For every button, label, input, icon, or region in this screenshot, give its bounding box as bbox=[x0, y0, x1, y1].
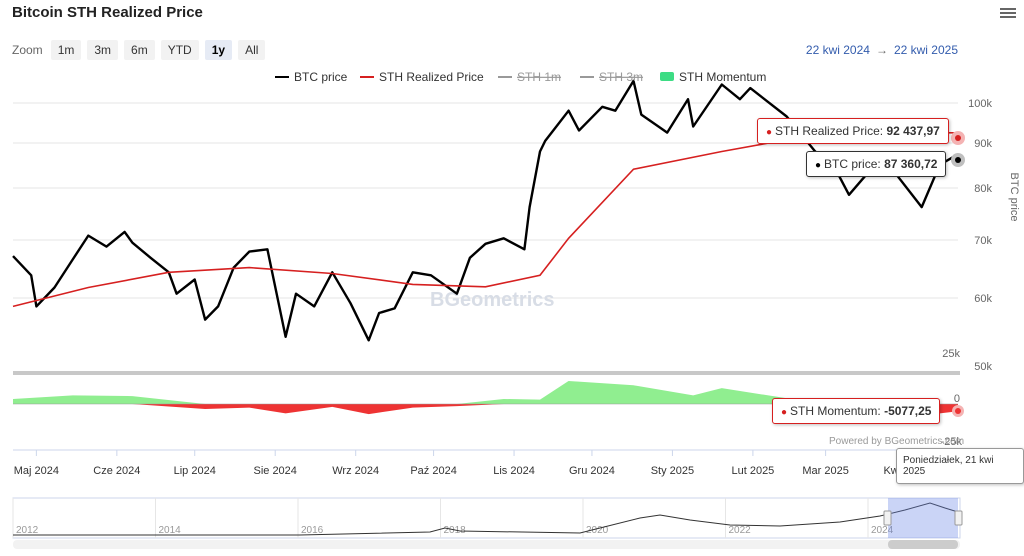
range-from-input[interactable]: 22 kwi 2024 bbox=[805, 43, 870, 57]
scrollbar-track bbox=[13, 540, 960, 549]
legend-item-sth-1m[interactable]: STH 1m bbox=[517, 70, 561, 84]
navigator-year-label: 2012 bbox=[16, 525, 39, 536]
sth-realized-tooltip: ● STH Realized Price: 92 437,97 bbox=[757, 118, 949, 144]
range-to-input[interactable]: 22 kwi 2025 bbox=[893, 43, 958, 57]
y-tick-label: 80k bbox=[974, 183, 992, 195]
momentum-tooltip: ● STH Momentum: -5077,25 bbox=[772, 398, 941, 424]
zoom-1y-button[interactable]: 1y bbox=[204, 40, 233, 60]
momentum-tick-label: 25k bbox=[942, 348, 960, 360]
navigator-year-label: 2022 bbox=[729, 525, 752, 536]
sth-tooltip-label: STH Realized Price: bbox=[775, 124, 884, 138]
zoom-all-button[interactable]: All bbox=[238, 40, 266, 60]
pane-separator bbox=[13, 371, 960, 375]
zoom-label: Zoom bbox=[12, 43, 43, 57]
y-tick-label: 50k bbox=[974, 361, 992, 373]
momentum-tick-label: -25k bbox=[941, 436, 963, 448]
navigator-left-handle[interactable] bbox=[883, 510, 892, 526]
navigator-year-label: 2018 bbox=[444, 525, 467, 536]
x-tick-label: Lut 2025 bbox=[731, 465, 774, 477]
y-axis-title: BTC price bbox=[1008, 173, 1020, 222]
range-arrow: → bbox=[875, 43, 888, 57]
x-tick-label: Mar 2025 bbox=[802, 465, 848, 477]
hamburger-menu-icon[interactable] bbox=[1000, 6, 1016, 20]
btc-price-line bbox=[12, 79, 959, 342]
momentum-tooltip-value: -5077,25 bbox=[884, 404, 932, 418]
x-tick-label: Lip 2024 bbox=[174, 465, 216, 477]
navigator-year-label: 2014 bbox=[159, 525, 182, 536]
navigator-year-label: 2016 bbox=[301, 525, 324, 536]
x-tick-label: Maj 2024 bbox=[14, 465, 59, 477]
chart-title: Bitcoin STH Realized Price bbox=[12, 4, 203, 21]
zoom-3m-button[interactable]: 3m bbox=[87, 40, 119, 60]
navigator-series-line bbox=[13, 502, 959, 536]
navigator-year-label: 2020 bbox=[586, 525, 609, 536]
momentum-negative-area bbox=[13, 404, 958, 415]
x-tick-label: Wrz 2024 bbox=[332, 465, 379, 477]
y-tick-label: 70k bbox=[974, 235, 992, 247]
btc-tooltip-value: 87 360,72 bbox=[884, 157, 938, 171]
zoom-ytd-button[interactable]: YTD bbox=[160, 40, 199, 60]
momentum-hover-point bbox=[955, 408, 961, 414]
zoom-controls: Zoom 1m 3m 6m YTD 1y All bbox=[12, 40, 266, 60]
legend-item-sth-realized-price[interactable]: STH Realized Price bbox=[379, 70, 484, 84]
sth-hover-point bbox=[955, 135, 961, 141]
momentum-tick-label: 0 bbox=[954, 393, 960, 405]
y-tick-label: 90k bbox=[974, 138, 992, 150]
btc-price-tooltip: ● BTC price: 87 360,72 bbox=[806, 151, 947, 177]
momentum-tooltip-label: STH Momentum: bbox=[790, 404, 881, 418]
x-tick-label: Gru 2024 bbox=[569, 465, 615, 477]
legend-marker bbox=[660, 72, 674, 81]
btc-hover-point bbox=[955, 157, 961, 163]
legend-item-sth-momentum[interactable]: STH Momentum bbox=[679, 70, 766, 84]
tooltip-dot-icon: ● bbox=[781, 407, 788, 418]
tooltip-dot-icon: ● bbox=[815, 160, 822, 171]
navigator-selection bbox=[888, 498, 958, 538]
zoom-6m-button[interactable]: 6m bbox=[124, 40, 155, 60]
x-tick-label: Sty 2025 bbox=[651, 465, 694, 477]
navigator-right-handle[interactable] bbox=[954, 510, 963, 526]
legend-item-btc-price[interactable]: BTC price bbox=[294, 70, 348, 84]
legend-item-sth-3m[interactable]: STH 3m bbox=[599, 70, 643, 84]
y-tick-label: 100k bbox=[968, 98, 992, 110]
watermark-text: BGeometrics bbox=[430, 289, 555, 311]
scrollbar-thumb[interactable] bbox=[888, 540, 958, 549]
y-tick-label: 60k bbox=[974, 293, 992, 305]
date-tooltip: Poniedziałek, 21 kwi 2025 bbox=[896, 448, 1024, 484]
btc-tooltip-label: BTC price: bbox=[824, 157, 881, 171]
x-tick-label: Paź 2024 bbox=[410, 465, 456, 477]
navigator-year-label: 2024 bbox=[871, 525, 894, 536]
powered-by[interactable]: Powered by BGeometrics.com bbox=[829, 436, 965, 447]
tooltip-dot-icon: ● bbox=[766, 127, 773, 138]
x-tick-label: Lis 2024 bbox=[493, 465, 535, 477]
zoom-1m-button[interactable]: 1m bbox=[50, 40, 82, 60]
momentum-positive-area bbox=[13, 380, 958, 404]
x-tick-label: Sie 2024 bbox=[253, 465, 296, 477]
x-tick-label: Cze 2024 bbox=[93, 465, 140, 477]
sth-tooltip-value: 92 437,97 bbox=[886, 124, 940, 138]
date-range: 22 kwi 2024 → 22 kwi 2025 bbox=[806, 43, 958, 57]
